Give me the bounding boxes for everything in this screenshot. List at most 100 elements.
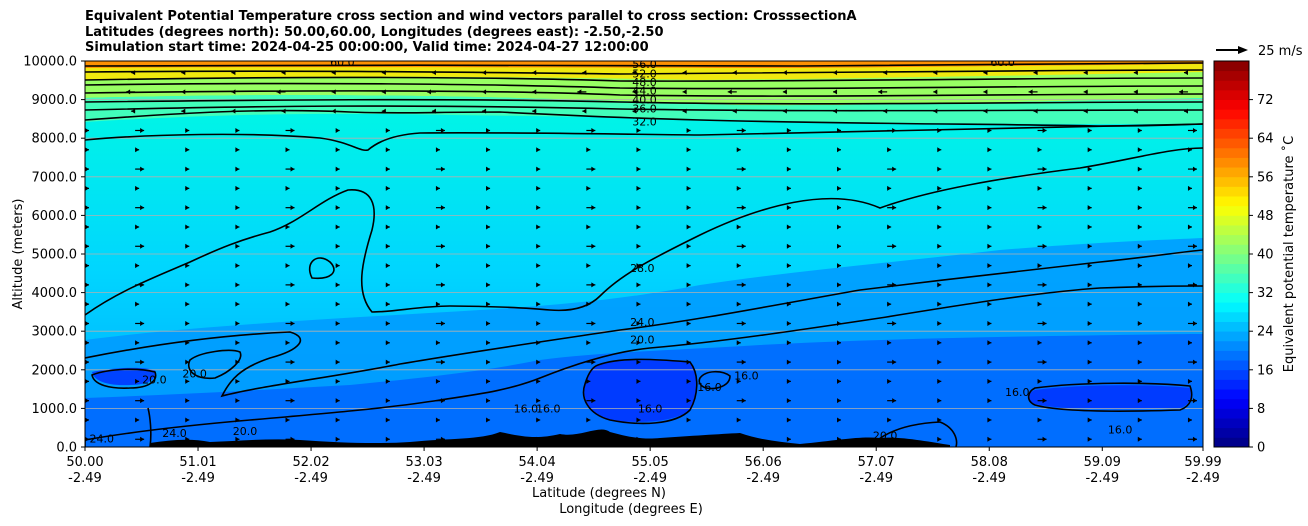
wind-arrow bbox=[933, 89, 938, 95]
quiver-key: 25 m/s bbox=[1216, 44, 1303, 59]
colorbar-tick-label-1: 8 bbox=[1257, 402, 1265, 417]
y-tick-label-9: 9000.0 bbox=[32, 93, 78, 108]
wind-arrow bbox=[1037, 127, 1047, 133]
wind-arrow bbox=[686, 378, 691, 384]
wind-arrow bbox=[486, 166, 491, 172]
wind-arrow bbox=[385, 398, 390, 404]
wind-arrow bbox=[1087, 185, 1092, 191]
wind-arrow bbox=[536, 205, 541, 211]
y-axis: 0.0 1000.0 2000.0 3000.0 4000.0 5000.0 6000.0 7… bbox=[23, 55, 85, 456]
wind-arrow bbox=[285, 127, 295, 133]
wind-arrow bbox=[1087, 301, 1092, 307]
colorbar-segment bbox=[1214, 176, 1249, 187]
wind-arrow bbox=[435, 301, 440, 307]
wind-arrow bbox=[385, 417, 390, 423]
filled-band-14-center bbox=[584, 360, 697, 422]
wind-arrow bbox=[235, 398, 240, 404]
contour-52 bbox=[85, 76, 1203, 82]
wind-arrow bbox=[536, 340, 541, 346]
wind-arrow bbox=[686, 282, 691, 288]
wind-arrow bbox=[987, 320, 992, 326]
wind-arrow bbox=[586, 263, 591, 269]
x-tick-label-lat-2: 52.02 bbox=[292, 455, 329, 470]
wind-arrow bbox=[532, 89, 537, 95]
wind-arrow bbox=[1187, 417, 1192, 423]
colorbar-tick-label-4: 32 bbox=[1257, 286, 1274, 301]
wind-arrow bbox=[385, 224, 390, 230]
wind-arrow bbox=[837, 166, 842, 172]
wind-arrow bbox=[1037, 359, 1047, 365]
contour-label-0: 56.0 bbox=[632, 58, 657, 71]
wind-arrow bbox=[435, 378, 440, 384]
wind-arrow bbox=[536, 263, 541, 269]
wind-arrow bbox=[1137, 243, 1142, 249]
wind-arrow bbox=[235, 166, 240, 172]
y-tick-label-2: 2000.0 bbox=[32, 363, 78, 378]
wind-arrow bbox=[486, 398, 491, 404]
colorbar-tick-label-0: 0 bbox=[1257, 441, 1265, 456]
wind-arrow bbox=[1187, 340, 1192, 346]
colorbar-segment bbox=[1214, 360, 1249, 371]
wind-arrow bbox=[431, 108, 436, 114]
wind-arrow bbox=[285, 243, 295, 249]
colorbar-segment bbox=[1214, 89, 1249, 100]
wind-arrow bbox=[736, 224, 741, 230]
wind-arrow bbox=[1087, 282, 1092, 288]
wind-arrow bbox=[185, 185, 190, 191]
wind-arrow bbox=[1087, 417, 1092, 423]
wind-arrow bbox=[887, 378, 892, 384]
wind-arrow bbox=[435, 205, 445, 211]
wind-arrow bbox=[736, 205, 746, 211]
wind-arrow bbox=[135, 282, 145, 288]
wind-arrow bbox=[285, 282, 295, 288]
wind-arrow bbox=[1187, 127, 1197, 133]
wind-arrow bbox=[185, 166, 190, 172]
wind-arrow bbox=[85, 205, 89, 211]
wind-arrow bbox=[135, 166, 145, 172]
colorbar-segment bbox=[1214, 61, 1249, 72]
wind-arrow bbox=[1133, 108, 1138, 114]
wind-arrow bbox=[85, 320, 89, 326]
wind-arrow bbox=[636, 205, 641, 211]
wind-arrow bbox=[385, 147, 390, 153]
wind-arrow bbox=[435, 243, 445, 249]
wind-arrow bbox=[335, 340, 340, 346]
wind-arrow bbox=[887, 243, 897, 249]
wind-arrow bbox=[686, 417, 691, 423]
wind-arrow bbox=[736, 243, 746, 249]
wind-arrow bbox=[1087, 263, 1092, 269]
wind-arrow bbox=[983, 70, 988, 76]
title-line-3: Simulation start time: 2024-04-25 00:00:… bbox=[85, 40, 649, 55]
wind-arrow bbox=[1037, 320, 1047, 326]
colorbar-tick-label-6: 48 bbox=[1257, 209, 1274, 224]
wind-arrow bbox=[883, 70, 888, 76]
wind-arrow bbox=[686, 166, 691, 172]
wind-arrow bbox=[131, 70, 136, 76]
x-tick-label-lon-0: -2.49 bbox=[68, 471, 102, 486]
wind-arrow bbox=[135, 398, 145, 404]
contour-label-14: 20.0 bbox=[233, 425, 258, 438]
colorbar-segment bbox=[1214, 273, 1249, 284]
wind-arrow bbox=[736, 166, 746, 172]
wind-arrow bbox=[682, 108, 687, 114]
wind-arrow bbox=[686, 185, 691, 191]
wind-arrow bbox=[335, 398, 340, 404]
wind-arrow bbox=[586, 417, 591, 423]
x-tick-label-lat-4: 54.04 bbox=[519, 455, 556, 470]
wind-arrow bbox=[837, 147, 842, 153]
wind-arrow bbox=[435, 166, 445, 172]
wind-arrow bbox=[536, 147, 541, 153]
wind-arrow bbox=[231, 89, 236, 95]
wind-arrow bbox=[1037, 417, 1042, 423]
colorbar-segment bbox=[1214, 398, 1249, 409]
wind-arrow bbox=[126, 89, 136, 95]
x-tick-label-lon-7: -2.49 bbox=[859, 471, 893, 486]
wind-arrow bbox=[285, 417, 290, 423]
y-tick-label-4: 4000.0 bbox=[32, 286, 78, 301]
wind-arrow bbox=[1137, 147, 1142, 153]
wind-arrow bbox=[636, 417, 641, 423]
wind-arrow bbox=[536, 398, 541, 404]
wind-arrow bbox=[1087, 205, 1092, 211]
wind-arrow bbox=[937, 282, 942, 288]
wind-arrow bbox=[837, 243, 842, 249]
